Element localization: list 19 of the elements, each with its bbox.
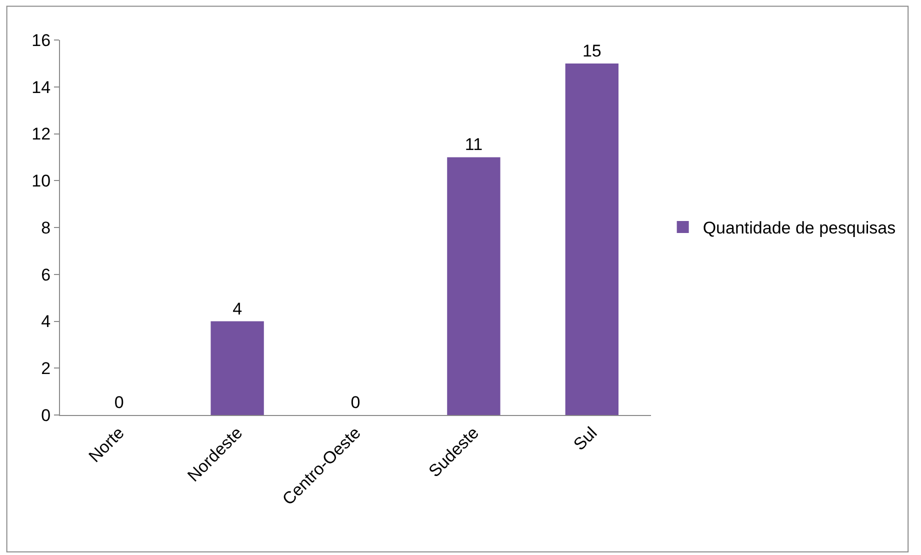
bar — [565, 63, 618, 415]
data-label: 4 — [232, 299, 242, 318]
y-tick-label: 8 — [41, 218, 51, 238]
data-label: 11 — [464, 135, 483, 154]
y-tick-label: 4 — [41, 312, 51, 332]
bar — [447, 157, 500, 415]
data-label: 0 — [350, 393, 360, 412]
legend-label: Quantidade de pesquisas — [702, 218, 896, 238]
y-tick-label: 2 — [41, 359, 51, 378]
data-label: 15 — [582, 41, 602, 60]
y-tick-label: 0 — [41, 406, 51, 425]
y-tick-label: 12 — [32, 124, 51, 144]
y-tick-label: 16 — [32, 30, 51, 50]
data-label: 0 — [114, 393, 124, 412]
y-tick-label: 6 — [41, 265, 51, 284]
y-tick-label: 14 — [32, 78, 51, 97]
x-tick-label: Sul — [570, 423, 601, 454]
bar — [210, 321, 264, 415]
y-tick-label: 10 — [32, 172, 51, 191]
